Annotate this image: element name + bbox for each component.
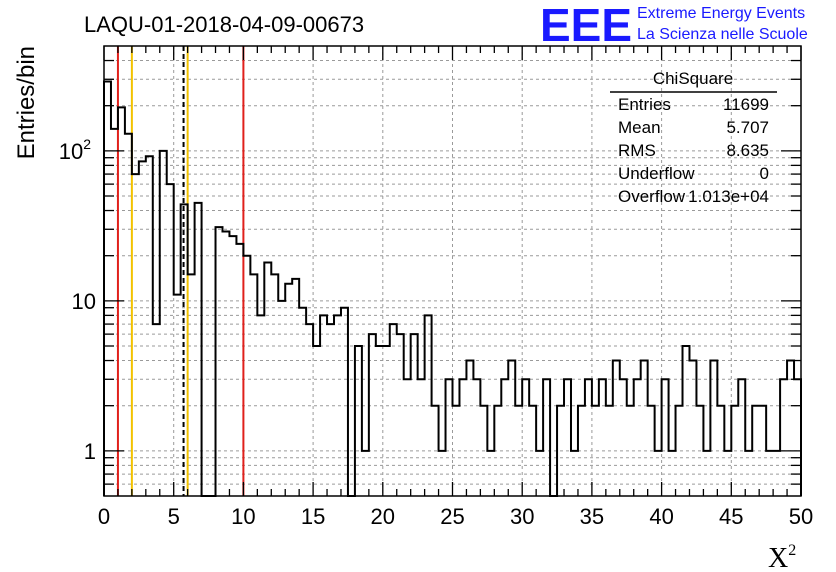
x-tick-label: 20 — [371, 504, 395, 529]
x-tick-label: 25 — [440, 504, 464, 529]
y-tick-label-exp: 2 — [83, 136, 91, 152]
stats-value-rms: 8.635 — [726, 141, 769, 160]
x-tick-label: 40 — [649, 504, 673, 529]
chart-title: LAQU-01-2018-04-09-00673 — [84, 12, 364, 37]
x-tick-label: 10 — [231, 504, 255, 529]
y-tick-label: 10 — [72, 289, 96, 314]
histogram — [103, 80, 802, 497]
x-axis-label-sup: 2 — [788, 542, 796, 559]
y-tick-label: 1 — [84, 439, 96, 464]
x-tick-labels: 0 5 10 15 20 25 30 35 40 45 50 — [98, 504, 813, 529]
eee-logo: EEE Extreme Energy Events La Scienza nel… — [540, 0, 808, 51]
logo-line-2: La Scienza nelle Scuole — [637, 26, 808, 43]
stats-box: ChiSquare Entries 11699 Mean 5.707 RMS 8… — [610, 69, 777, 206]
stats-value-overflow: 1.013e+04 — [688, 187, 769, 206]
stats-value-entries: 11699 — [723, 95, 769, 114]
logo-line-1: Extreme Energy Events — [637, 5, 805, 22]
y-tick-label-base: 10 — [72, 289, 96, 314]
x-tick-label: 50 — [789, 504, 813, 529]
y-tick-label-base: 1 — [84, 439, 96, 464]
stats-label-entries: Entries — [618, 95, 671, 114]
y-tick-label: 102 — [59, 136, 91, 164]
stats-title: ChiSquare — [653, 69, 733, 88]
x-axis-label-base: X — [768, 543, 788, 572]
x-tick-label: 15 — [301, 504, 325, 529]
stats-label-underflow: Underflow — [618, 164, 695, 183]
logo-mark: EEE — [540, 0, 632, 51]
stats-label-overflow: Overflow — [618, 187, 686, 206]
svg-text:X2: X2 — [768, 542, 796, 572]
grid — [104, 46, 801, 496]
x-tick-label: 35 — [580, 504, 604, 529]
x-tick-label: 5 — [168, 504, 180, 529]
stats-label-rms: RMS — [618, 141, 656, 160]
y-tick-label-base: 10 — [59, 139, 83, 164]
stats-value-mean: 5.707 — [726, 118, 769, 137]
stats-value-underflow: 0 — [760, 164, 769, 183]
x-tick-label: 30 — [510, 504, 534, 529]
x-tick-label: 0 — [98, 504, 110, 529]
x-tick-label: 45 — [719, 504, 743, 529]
y-axis-label: Entries/bin — [13, 46, 40, 159]
stats-label-mean: Mean — [618, 118, 661, 137]
histogram-outline — [103, 80, 802, 497]
x-axis-label: X2 — [768, 542, 796, 572]
axes — [103, 45, 802, 497]
